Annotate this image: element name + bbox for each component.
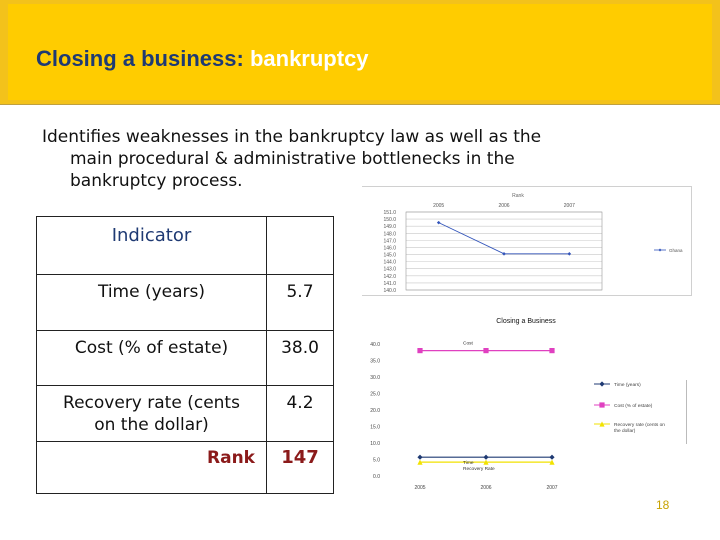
row-cost-value: 38.0	[281, 338, 319, 358]
legend-marker	[599, 402, 605, 408]
x-tick-label: 2007	[564, 203, 575, 209]
table-divider	[37, 330, 333, 331]
chart-annotation: Cost	[463, 341, 474, 347]
indicator-table: Indicator Time (years) 5.7 Cost (% of es…	[36, 216, 334, 494]
y-tick-label: 141.0	[383, 281, 396, 287]
y-tick-label: 25.0	[370, 392, 380, 398]
data-point	[549, 459, 555, 465]
y-tick-label: 140.0	[383, 288, 396, 294]
row-time-value: 5.7	[286, 282, 314, 302]
table-header-indicator: Indicator	[111, 225, 192, 246]
series-line-ghana	[438, 222, 570, 255]
page-number: 18	[656, 498, 670, 512]
table-divider	[37, 274, 333, 275]
rank-value: 147	[281, 447, 319, 468]
y-tick-label: 151.0	[383, 210, 396, 216]
y-tick-label: 144.0	[383, 260, 396, 266]
data-point	[567, 252, 572, 256]
chart-annotation: Time	[463, 460, 474, 466]
slide-description: Identifies weaknesses in the bankruptcy …	[42, 126, 662, 192]
chart-annotation: Recovery Rate	[463, 466, 495, 472]
description-line-3: bankruptcy process.	[70, 171, 243, 191]
x-tick-label: 2006	[498, 203, 509, 209]
row-recovery-label-line-1: Recovery rate (cents	[63, 393, 240, 413]
slide-title-highlight: bankruptcy	[249, 46, 369, 71]
rank-chart-title: Rank	[512, 193, 524, 199]
legend-label: Ghana	[669, 248, 683, 253]
row-time-label: Time (years)	[97, 282, 206, 302]
row-recovery-value: 4.2	[286, 393, 314, 413]
description-line-1: Identifies weaknesses in the bankruptcy …	[42, 127, 542, 147]
y-tick-label: 146.0	[383, 245, 396, 251]
legend-label: Time (years)	[614, 382, 641, 388]
x-tick-label: 2005	[414, 485, 425, 491]
y-tick-label: 0.0	[373, 474, 380, 480]
plot-area	[405, 211, 603, 291]
row-cost-label: Cost (% of estate)	[74, 338, 229, 358]
x-tick-label: 2005	[433, 203, 444, 209]
y-tick-label: 142.0	[383, 274, 396, 280]
y-tick-label: 10.0	[370, 441, 380, 447]
y-tick-label: 40.0	[370, 342, 380, 348]
y-tick-label: 30.0	[370, 375, 380, 381]
legend-label: Recovery rate (cents on the dollar)	[614, 422, 665, 434]
y-tick-label: 20.0	[370, 408, 380, 414]
closing-business-chart: Closing a Business 40.0 35.0 30.0 25.0 20.0 1…	[370, 318, 687, 491]
closing-chart-title: Closing a Business	[496, 318, 556, 325]
slide-title: Closing a business: bankruptcy	[36, 46, 369, 72]
y-tick-label: 5.0	[373, 458, 380, 464]
legend-marker	[658, 248, 662, 252]
data-point	[549, 454, 555, 460]
row-recovery-label-line-2: on the dollar)	[94, 415, 209, 435]
y-tick-label: 35.0	[370, 359, 380, 365]
legend-label: Cost (% of estate)	[614, 403, 653, 409]
data-point	[417, 459, 423, 465]
table-divider-vertical	[266, 217, 267, 493]
y-tick-label: 147.0	[383, 238, 396, 244]
legend-marker	[599, 421, 605, 427]
data-point	[549, 348, 555, 354]
y-tick-label: 145.0	[383, 253, 396, 259]
legend-marker	[599, 381, 605, 387]
title-banner: Closing a business: bankruptcy	[0, 0, 720, 105]
data-point	[483, 459, 489, 465]
slide-title-main: Closing a business:	[36, 46, 244, 71]
description-line-2: main procedural & administrative bottlen…	[70, 149, 515, 169]
y-tick-label: 15.0	[370, 425, 380, 431]
data-point	[483, 348, 489, 354]
data-point	[483, 454, 489, 460]
rank-label: Rank	[207, 448, 255, 468]
data-point	[417, 348, 423, 354]
x-tick-label: 2007	[546, 485, 557, 491]
table-divider	[37, 385, 333, 386]
y-tick-label: 143.0	[383, 267, 396, 273]
y-tick-label: 149.0	[383, 224, 396, 230]
x-tick-label: 2006	[480, 485, 491, 491]
y-tick-label: 148.0	[383, 231, 396, 237]
table-divider	[37, 441, 333, 442]
title-banner-fill	[8, 4, 712, 100]
row-recovery-label: Recovery rate (cents on the dollar)	[37, 392, 266, 436]
data-point	[436, 220, 441, 225]
data-point	[502, 252, 506, 256]
data-point	[417, 454, 423, 460]
y-tick-label: 150.0	[383, 217, 396, 223]
